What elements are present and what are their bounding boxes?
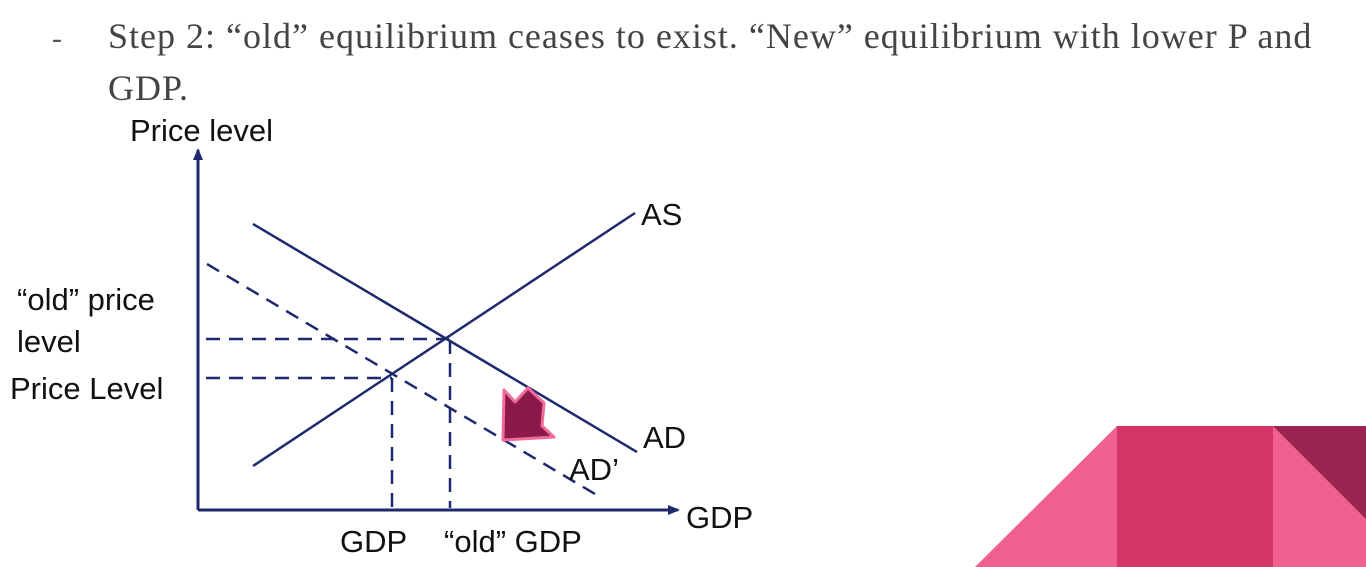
old-price-level-label-line2: level: [17, 324, 81, 359]
as-label: AS: [641, 197, 682, 232]
old-gdp-label: “old” GDP: [444, 524, 582, 559]
ad-new-label: AD’: [569, 452, 619, 487]
corner-decoration: [975, 426, 1366, 567]
y-axis-label: Price level: [130, 113, 273, 148]
x-axis-label: GDP: [686, 500, 753, 535]
corner-pink-light: [975, 426, 1117, 567]
old-price-level-label-line1: “old” price: [17, 282, 155, 317]
bullet-point: - Step 2: “old” equilibrium ceases to ex…: [0, 0, 1366, 110]
down-left-arrow-icon: [501, 386, 556, 442]
bullet-marker: -: [52, 22, 62, 55]
corner-maroon: [1273, 426, 1366, 519]
bullet-text: Step 2: “old” equilibrium ceases to exis…: [108, 16, 1313, 108]
corner-pink-mid: [1117, 426, 1273, 567]
ad-new-curve: [206, 262, 596, 496]
new-price-level-label: Price Level: [10, 371, 163, 406]
new-gdp-label: GDP: [340, 524, 407, 559]
ad-label: AD: [643, 420, 686, 455]
